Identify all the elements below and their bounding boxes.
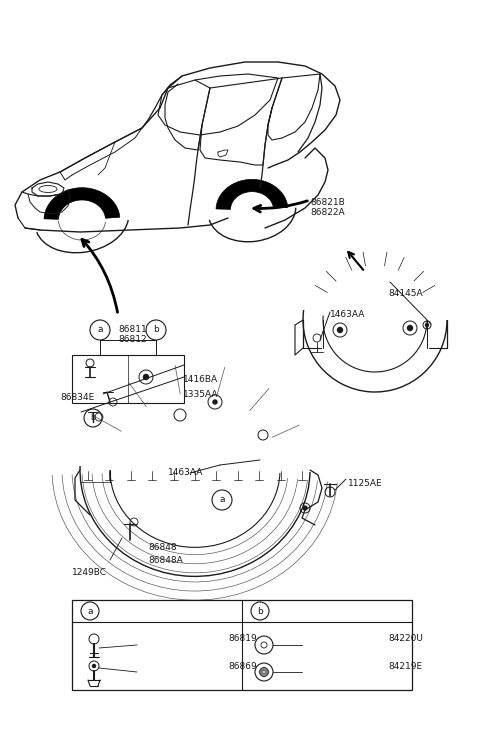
Circle shape: [408, 326, 412, 331]
Text: 1416BA: 1416BA: [183, 375, 218, 384]
Circle shape: [303, 506, 307, 510]
Text: a: a: [97, 326, 103, 334]
Text: 1125AE: 1125AE: [348, 479, 383, 488]
Text: 86848A: 86848A: [148, 556, 183, 565]
Text: 86869: 86869: [228, 662, 257, 671]
Text: b: b: [153, 326, 159, 334]
Circle shape: [262, 670, 266, 674]
Circle shape: [144, 374, 148, 380]
Bar: [72, 600, 412, 690]
Circle shape: [213, 400, 217, 404]
Text: a: a: [219, 496, 225, 505]
Circle shape: [425, 323, 429, 326]
Text: 86834E: 86834E: [60, 393, 94, 402]
Bar: [72, 355, 184, 403]
Text: 86848: 86848: [148, 543, 177, 552]
Text: 84219E: 84219E: [388, 662, 422, 671]
Circle shape: [337, 328, 343, 332]
Text: 1335AA: 1335AA: [183, 390, 218, 399]
Text: 84145A: 84145A: [388, 289, 422, 298]
Text: a: a: [87, 607, 93, 616]
Text: 84220U: 84220U: [388, 634, 423, 643]
Polygon shape: [216, 179, 288, 209]
Text: 1463AA: 1463AA: [330, 310, 365, 319]
Text: 1463AA: 1463AA: [168, 468, 204, 477]
Circle shape: [260, 668, 268, 676]
Text: 86821B
86822A: 86821B 86822A: [310, 198, 345, 217]
Text: 1249BC: 1249BC: [72, 568, 107, 577]
Polygon shape: [44, 188, 120, 219]
Text: 86811
86812: 86811 86812: [118, 325, 147, 344]
Text: 86819: 86819: [228, 634, 257, 643]
Text: b: b: [257, 607, 263, 616]
Circle shape: [93, 664, 96, 668]
Text: b: b: [91, 413, 96, 422]
